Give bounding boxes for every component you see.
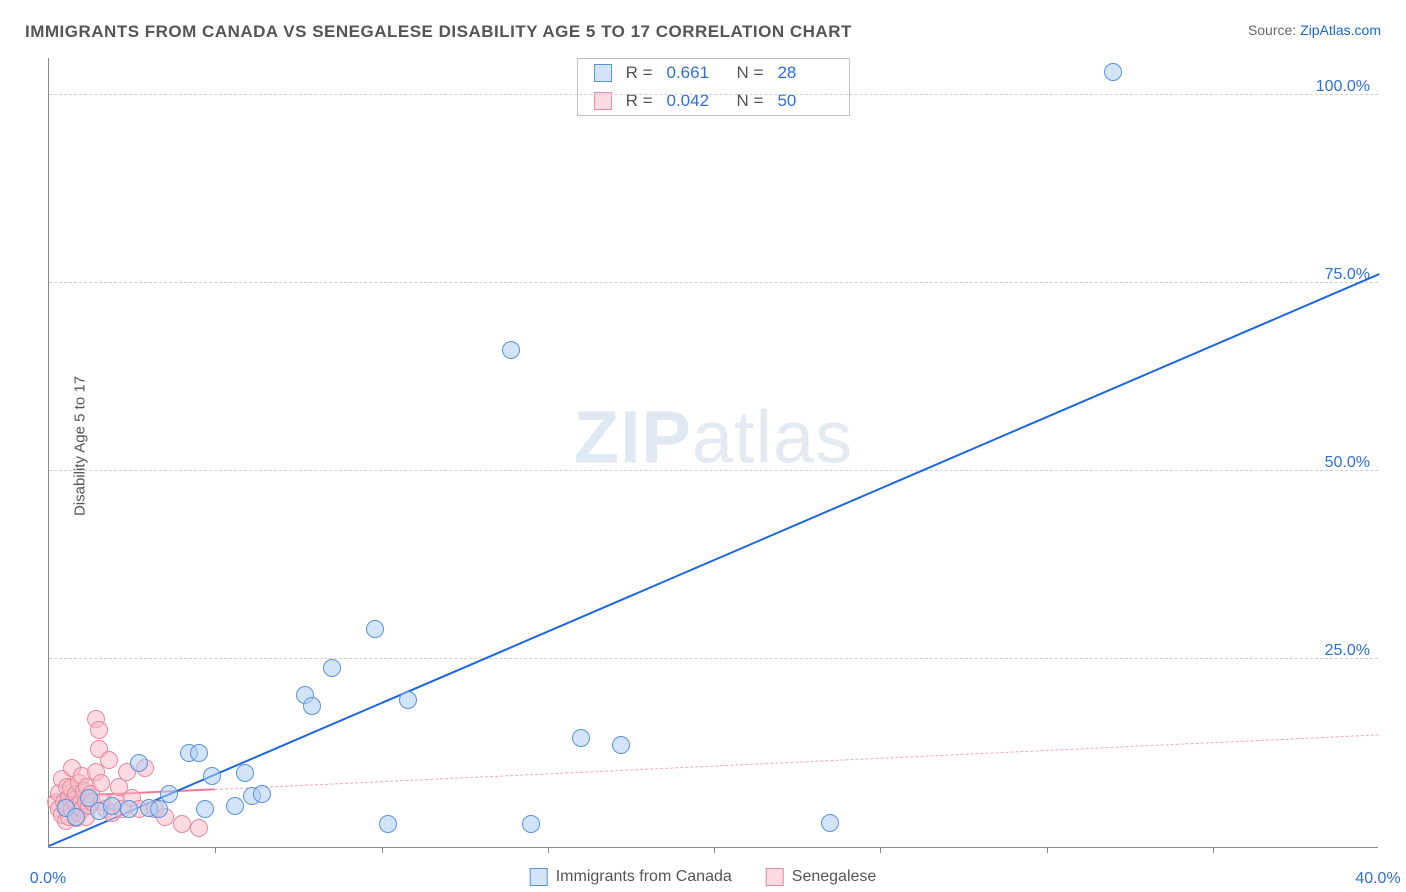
data-point: [190, 744, 208, 762]
series-legend: Immigrants from Canada Senegalese: [520, 868, 887, 886]
y-tick-label: 25.0%: [1325, 642, 1370, 660]
y-tick-label: 50.0%: [1325, 454, 1370, 472]
source-link[interactable]: ZipAtlas.com: [1300, 22, 1381, 38]
watermark: ZIPatlas: [574, 394, 853, 479]
data-point: [173, 815, 191, 833]
data-point: [150, 800, 168, 818]
data-point: [100, 751, 118, 769]
gridline: [49, 470, 1378, 471]
data-point: [572, 729, 590, 747]
n-label: N =: [737, 63, 764, 83]
legend-swatch-senegalese-bottom: [766, 868, 784, 886]
data-point: [103, 797, 121, 815]
x-tick: [1213, 847, 1214, 853]
legend-swatch-canada: [594, 64, 612, 82]
data-point: [303, 697, 321, 715]
x-tick: [1047, 847, 1048, 853]
source-prefix: Source:: [1248, 22, 1300, 38]
x-tick: [215, 847, 216, 853]
x-tick-label: 0.0%: [30, 870, 66, 888]
data-point: [203, 767, 221, 785]
data-point: [366, 620, 384, 638]
x-tick: [880, 847, 881, 853]
data-point: [399, 691, 417, 709]
correlation-legend: R = 0.661 N = 28 R = 0.042 N = 50: [577, 58, 851, 116]
data-point: [226, 797, 244, 815]
data-point: [1104, 63, 1122, 81]
y-tick-label: 100.0%: [1316, 78, 1370, 96]
x-tick: [548, 847, 549, 853]
legend-item-senegalese: Senegalese: [766, 868, 877, 886]
legend-label-senegalese: Senegalese: [792, 868, 877, 885]
legend-item-canada: Immigrants from Canada: [530, 868, 732, 886]
r-label: R =: [626, 63, 653, 83]
data-point: [130, 754, 148, 772]
trend-line: [215, 735, 1379, 791]
legend-row-senegalese: R = 0.042 N = 50: [578, 87, 850, 115]
data-point: [92, 774, 110, 792]
chart-title: IMMIGRANTS FROM CANADA VS SENEGALESE DIS…: [25, 22, 852, 42]
gridline: [49, 282, 1378, 283]
data-point: [522, 815, 540, 833]
data-point: [612, 736, 630, 754]
legend-row-canada: R = 0.661 N = 28: [578, 59, 850, 87]
legend-label-canada: Immigrants from Canada: [556, 868, 732, 885]
source-attribution: Source: ZipAtlas.com: [1248, 22, 1381, 38]
data-point: [236, 764, 254, 782]
data-point: [120, 800, 138, 818]
data-point: [379, 815, 397, 833]
data-point: [502, 341, 520, 359]
r-value-canada: 0.661: [667, 63, 723, 83]
data-point: [190, 819, 208, 837]
data-point: [196, 800, 214, 818]
plot-area: ZIPatlas R = 0.661 N = 28 R = 0.042 N = …: [48, 58, 1378, 848]
watermark-bold: ZIP: [574, 395, 692, 478]
n-value-canada: 28: [777, 63, 833, 83]
x-tick: [382, 847, 383, 853]
legend-swatch-senegalese: [594, 92, 612, 110]
data-point: [90, 721, 108, 739]
data-point: [67, 808, 85, 826]
data-point: [821, 814, 839, 832]
x-tick-label: 40.0%: [1355, 870, 1400, 888]
gridline: [49, 94, 1378, 95]
gridline: [49, 658, 1378, 659]
watermark-thin: atlas: [692, 395, 853, 478]
x-tick: [714, 847, 715, 853]
data-point: [253, 785, 271, 803]
data-point: [160, 785, 178, 803]
legend-swatch-canada-bottom: [530, 868, 548, 886]
data-point: [323, 659, 341, 677]
trend-line: [49, 273, 1380, 847]
